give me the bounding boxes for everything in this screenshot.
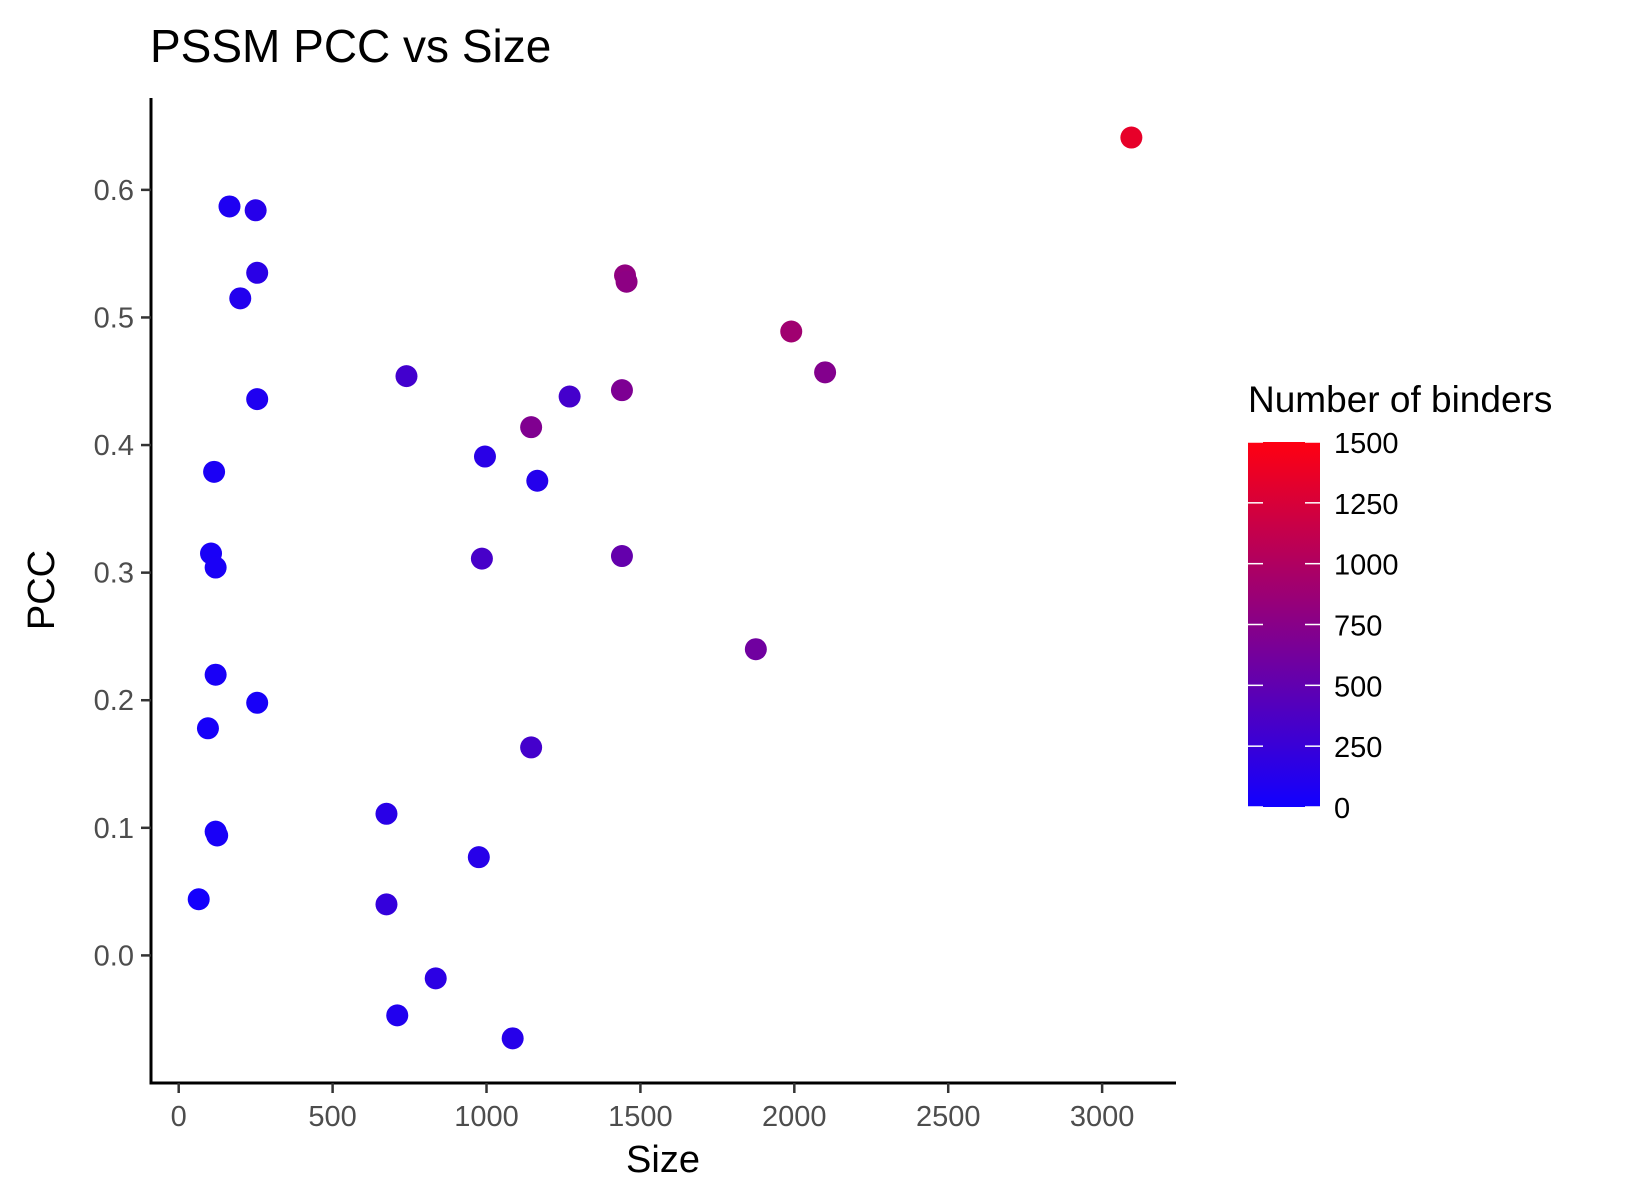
legend-tick-label: 500 bbox=[1334, 671, 1382, 703]
data-point bbox=[744, 638, 767, 661]
data-point bbox=[246, 691, 269, 714]
data-point bbox=[203, 460, 226, 483]
data-point bbox=[229, 287, 252, 310]
data-point bbox=[610, 545, 633, 568]
y-tick-label: 0.6 bbox=[94, 175, 134, 207]
legend-tick-label: 1000 bbox=[1334, 550, 1399, 582]
data-point bbox=[246, 261, 269, 284]
y-tick-label: 0.1 bbox=[94, 813, 134, 845]
legend-tick-label: 1250 bbox=[1334, 489, 1399, 521]
x-tick-label: 3000 bbox=[1070, 1101, 1135, 1133]
data-point bbox=[501, 1027, 524, 1050]
data-point bbox=[520, 736, 543, 759]
data-point bbox=[218, 195, 241, 218]
y-tick-label: 0.3 bbox=[94, 558, 134, 590]
data-point bbox=[375, 802, 398, 825]
data-point bbox=[470, 547, 493, 570]
data-point bbox=[187, 888, 210, 911]
data-point bbox=[615, 270, 638, 293]
x-axis-title: Size bbox=[626, 1139, 700, 1181]
data-point bbox=[395, 365, 418, 388]
legend-tick-label: 750 bbox=[1334, 611, 1382, 643]
x-tick-label: 0 bbox=[171, 1101, 187, 1133]
data-point bbox=[467, 846, 490, 869]
legend-tick-label: 250 bbox=[1334, 732, 1382, 764]
data-point bbox=[780, 320, 803, 343]
legend-ticks: 0 250 500 750 1000 1250 1500 bbox=[1248, 428, 1399, 825]
data-point bbox=[246, 388, 269, 411]
data-point bbox=[196, 717, 219, 740]
data-point bbox=[1120, 126, 1143, 149]
data-point bbox=[386, 1004, 409, 1027]
x-tick-label: 2500 bbox=[916, 1101, 981, 1133]
y-tick-label: 0.0 bbox=[94, 940, 134, 972]
y-tick-label: 0.4 bbox=[94, 430, 134, 462]
y-tick-label: 0.5 bbox=[94, 302, 134, 334]
chart-title: PSSM PCC vs Size bbox=[150, 20, 551, 72]
legend-title: Number of binders bbox=[1248, 379, 1552, 420]
data-point bbox=[244, 199, 267, 222]
y-axis-title: PCC bbox=[21, 550, 63, 630]
x-tick-label: 1000 bbox=[454, 1101, 519, 1133]
x-axis-ticks: 0 500 1000 1500 2000 2500 3000 bbox=[171, 1083, 1135, 1133]
data-point bbox=[375, 893, 398, 916]
data-point bbox=[520, 416, 543, 439]
data-point bbox=[610, 379, 633, 402]
x-tick-label: 1500 bbox=[608, 1101, 673, 1133]
points-layer bbox=[187, 126, 1143, 1050]
data-point bbox=[814, 361, 837, 384]
color-legend: Number of binders 0 250 500 750 1000 1250 1500 bbox=[1248, 379, 1552, 825]
x-tick-label: 500 bbox=[308, 1101, 356, 1133]
data-point bbox=[424, 967, 447, 990]
legend-tick-label: 1500 bbox=[1334, 428, 1399, 460]
data-point bbox=[558, 385, 581, 408]
y-tick-label: 0.2 bbox=[94, 685, 134, 717]
data-point bbox=[206, 824, 229, 847]
data-point bbox=[473, 445, 496, 468]
data-point bbox=[204, 663, 227, 686]
plot-area: 0 500 1000 1500 2000 2500 3000 0.0 0.1 0.2 0.3 0.4… bbox=[94, 98, 1176, 1133]
x-tick-label: 2000 bbox=[762, 1101, 827, 1133]
y-axis-ticks: 0.0 0.1 0.2 0.3 0.4 0.5 0.6 bbox=[94, 175, 151, 972]
data-point bbox=[526, 469, 549, 492]
data-point bbox=[204, 556, 227, 579]
legend-tick-label: 0 bbox=[1334, 793, 1350, 825]
